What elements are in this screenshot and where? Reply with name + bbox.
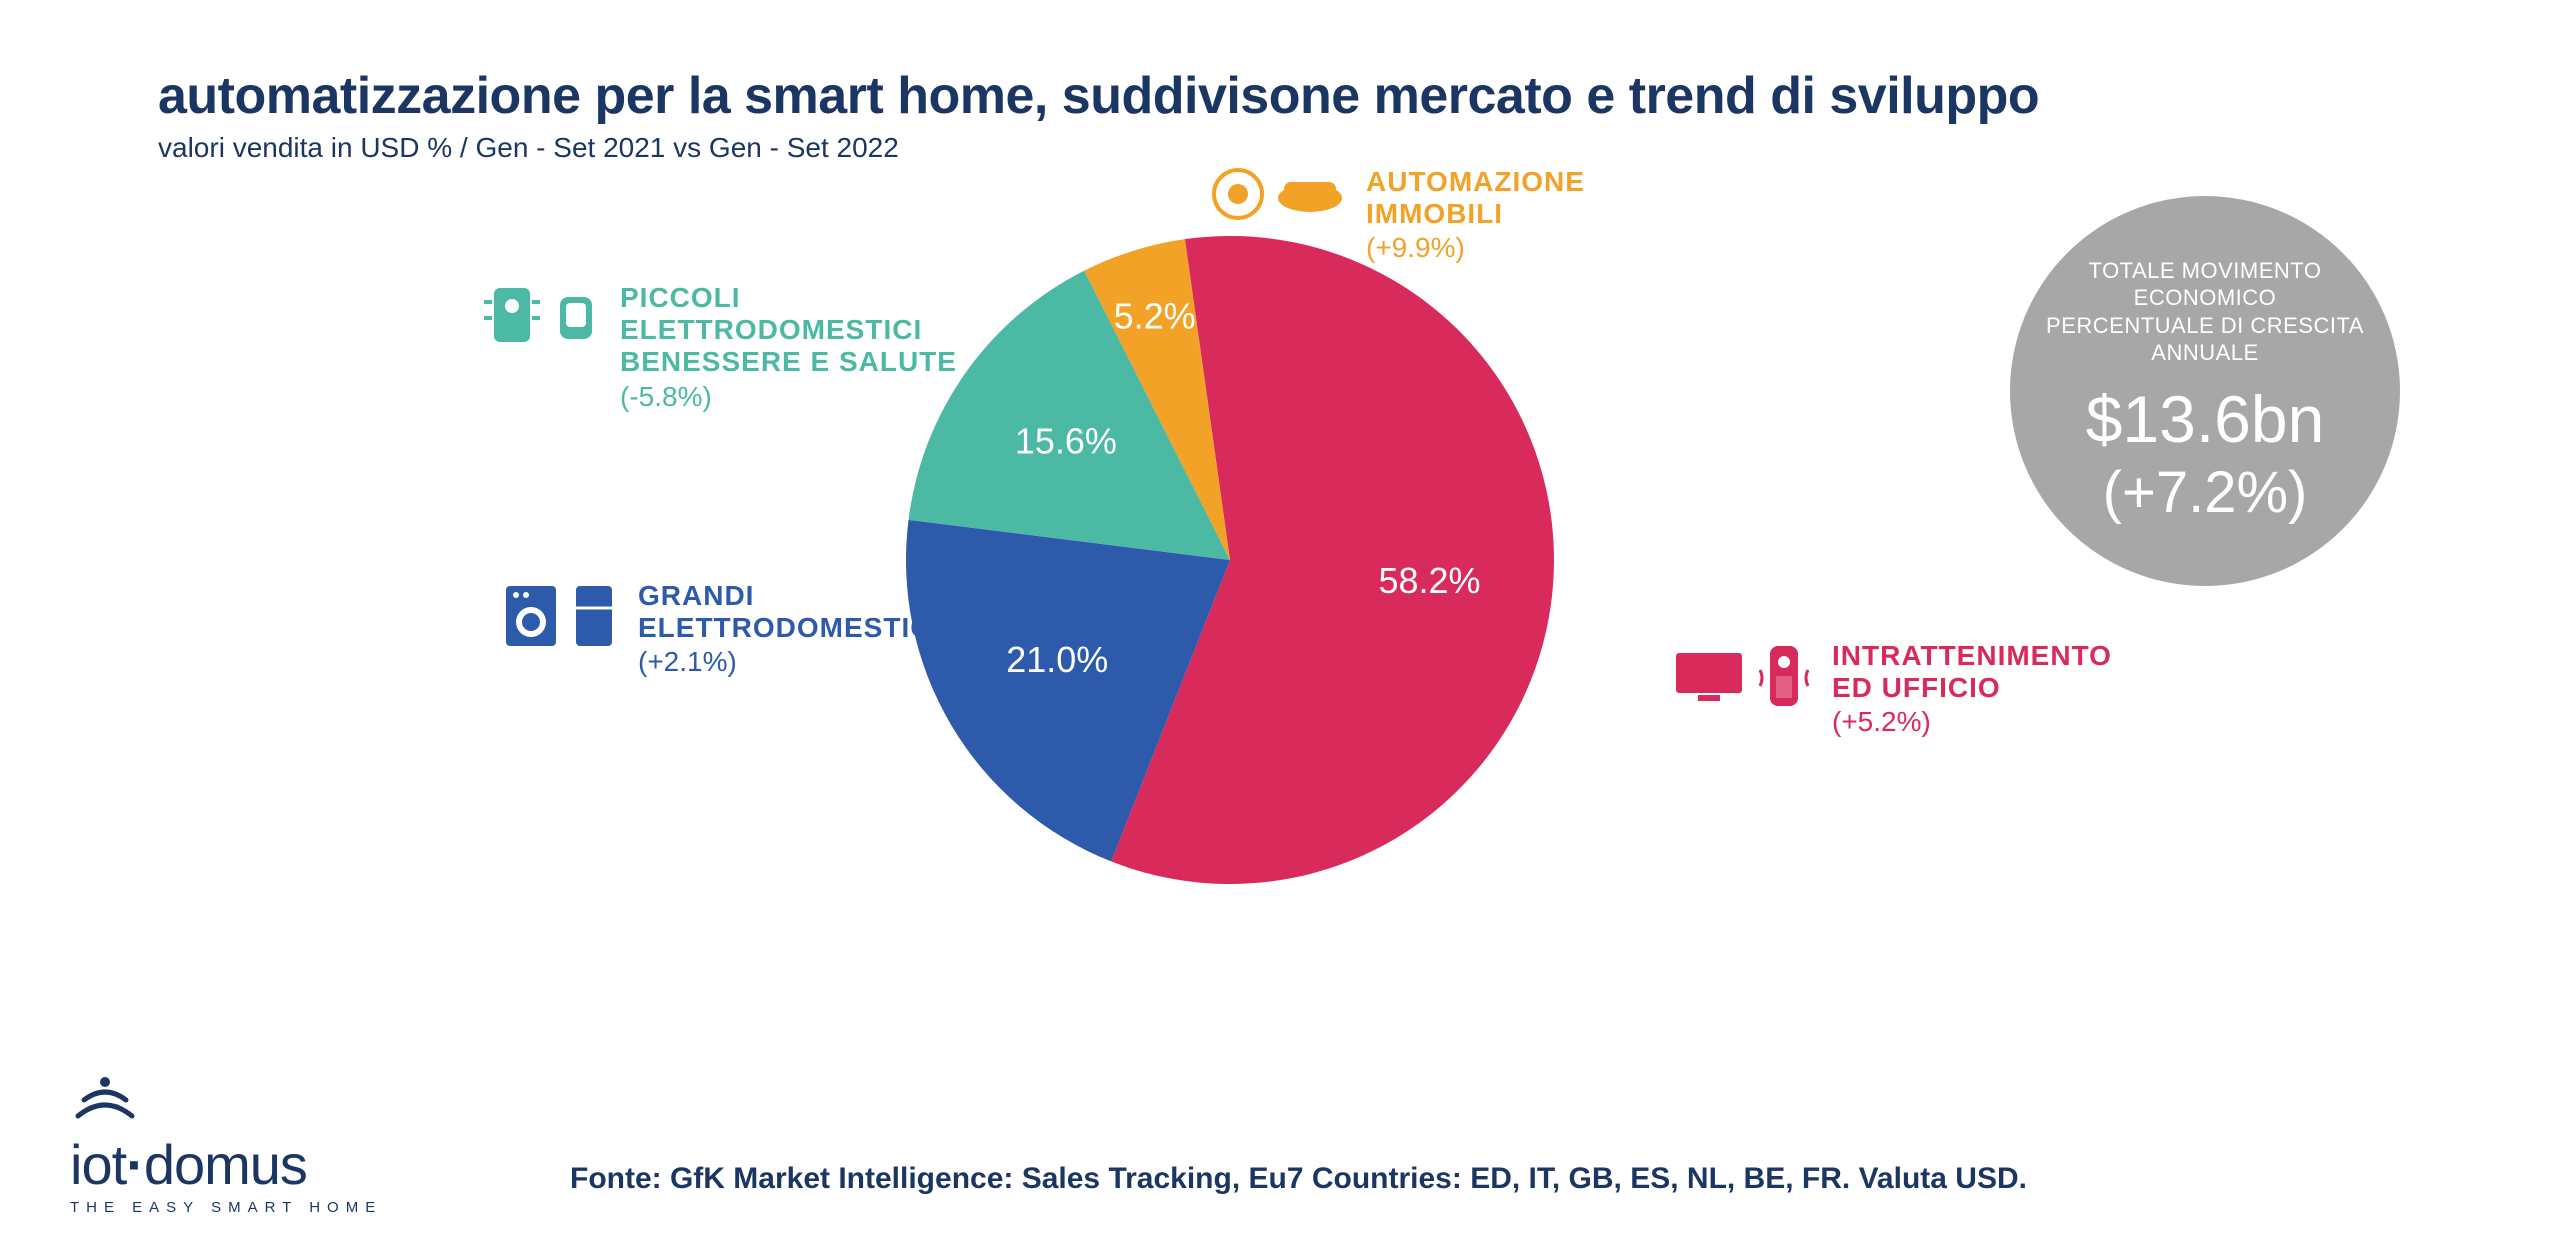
- category-trend: (+2.1%): [638, 646, 940, 678]
- category-trend: (+5.2%): [1832, 706, 2112, 738]
- title-block: automatizzazione per la smart home, sudd…: [158, 66, 2039, 164]
- logo-name: iot·domus: [70, 1132, 382, 1197]
- category-piccoli: PICCOLIELETTRODOMESTICIBENESSERE E SALUT…: [480, 282, 957, 413]
- logo-tagline: THE EASY SMART HOME: [70, 1199, 382, 1216]
- category-name: AUTOMAZIONEIMMOBILI: [1366, 166, 1585, 230]
- category-intrattenimento: INTRATTENIMENTOED UFFICIO (+5.2%): [1670, 640, 2112, 738]
- category-trend: (+9.9%): [1366, 232, 1585, 264]
- category-name: INTRATTENIMENTOED UFFICIO: [1832, 640, 2112, 704]
- category-name: PICCOLIELETTRODOMESTICIBENESSERE E SALUT…: [620, 282, 957, 379]
- pie-chart: 58.2% 21.0% 15.6% 5.2%: [870, 200, 1590, 920]
- source-text: Fonte: GfK Market Intelligence: Sales Tr…: [570, 1162, 2027, 1196]
- badge-percent: (+7.2%): [2103, 459, 2308, 526]
- entertainment-icon: [1670, 640, 1812, 716]
- logo-mark-icon: [70, 1072, 382, 1128]
- pie-label-piccoli: 15.6%: [1015, 421, 1117, 462]
- category-grandi: GRANDIELETTRODOMESTICI (+2.1%): [500, 580, 940, 678]
- category-trend: (-5.8%): [620, 381, 957, 413]
- category-automazione: AUTOMAZIONEIMMOBILI (+9.9%): [1210, 166, 1585, 264]
- page-title: automatizzazione per la smart home, sudd…: [158, 66, 2039, 126]
- badge-amount: $13.6bn: [2086, 381, 2325, 457]
- pie-svg: 58.2% 21.0% 15.6% 5.2%: [870, 200, 1590, 920]
- smoke-detector-icon: [1210, 166, 1346, 222]
- badge-heading: TOTALE MOVIMENTOECONOMICOPERCENTUALE DI …: [2046, 257, 2364, 367]
- page-subtitle: valori vendita in USD % / Gen - Set 2021…: [158, 132, 2039, 164]
- large-appliance-icon: [500, 580, 618, 652]
- pie-label-intrattenimento: 58.2%: [1378, 560, 1480, 601]
- total-badge: TOTALE MOVIMENTOECONOMICOPERCENTUALE DI …: [2010, 196, 2400, 586]
- pie-label-automazione: 5.2%: [1114, 295, 1196, 336]
- pie-label-grandi: 21.0%: [1006, 639, 1108, 680]
- category-name: GRANDIELETTRODOMESTICI: [638, 580, 940, 644]
- small-appliance-icon: [480, 282, 600, 354]
- brand-logo: iot·domus THE EASY SMART HOME: [70, 1072, 382, 1216]
